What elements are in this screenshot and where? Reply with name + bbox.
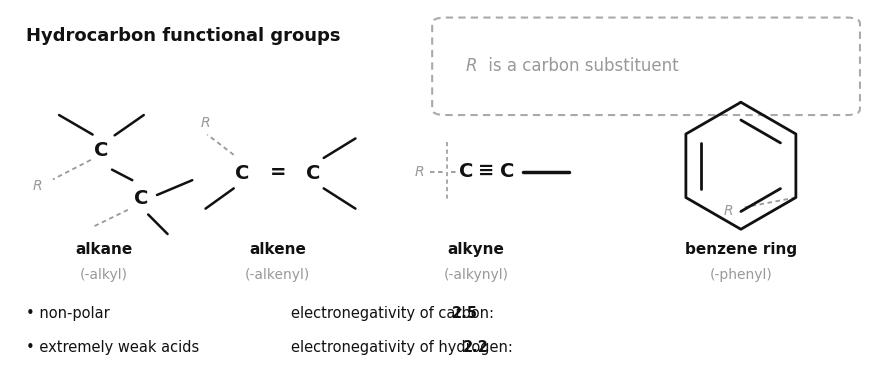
Text: is a carbon substituent: is a carbon substituent	[483, 57, 679, 74]
Text: electronegativity of carbon:: electronegativity of carbon:	[291, 307, 498, 321]
Text: C: C	[235, 164, 250, 183]
Text: (-alkenyl): (-alkenyl)	[245, 268, 310, 282]
Text: C: C	[459, 162, 473, 181]
Text: 2.2: 2.2	[463, 340, 490, 355]
Text: (-alkynyl): (-alkynyl)	[444, 268, 509, 282]
Text: R: R	[201, 116, 210, 130]
Text: C: C	[94, 141, 108, 160]
Text: electronegativity of hydrogen:: electronegativity of hydrogen:	[291, 340, 518, 355]
Text: C: C	[134, 190, 148, 208]
Text: R: R	[466, 57, 477, 74]
Text: (-alkyl): (-alkyl)	[80, 268, 128, 282]
Text: • non-polar: • non-polar	[26, 307, 110, 321]
Text: C: C	[500, 162, 514, 181]
Text: benzene ring: benzene ring	[684, 242, 797, 257]
Text: (-phenyl): (-phenyl)	[709, 268, 773, 282]
Text: =: =	[270, 163, 286, 182]
Text: R: R	[415, 165, 423, 179]
Text: ≡: ≡	[478, 161, 495, 180]
Text: alkyne: alkyne	[448, 242, 505, 257]
Text: Hydrocarbon functional groups: Hydrocarbon functional groups	[26, 27, 341, 45]
Text: R: R	[33, 179, 41, 193]
Text: alkene: alkene	[250, 242, 306, 257]
Text: 2.5: 2.5	[452, 307, 478, 321]
Text: • extremely weak acids: • extremely weak acids	[26, 340, 199, 355]
Text: R: R	[724, 204, 734, 218]
Text: alkane: alkane	[76, 242, 132, 257]
Text: C: C	[306, 164, 320, 183]
